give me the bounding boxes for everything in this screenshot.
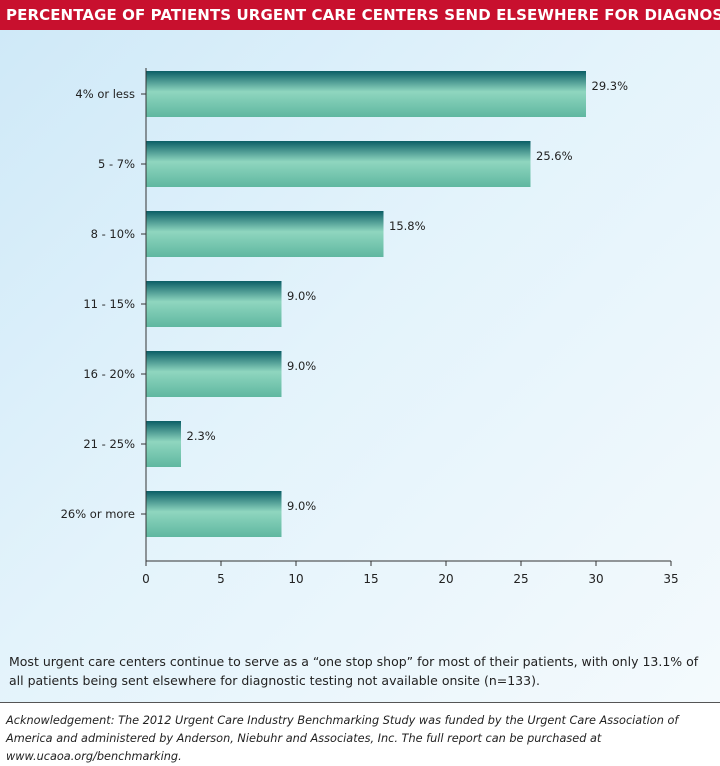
bar: [146, 281, 282, 327]
data-label: 25.6%: [536, 149, 573, 163]
acknowledgement: Acknowledgement: The 2012 Urgent Care In…: [0, 702, 720, 763]
chart-panel: 0 5 10 15 20 25 30 35 4% or less 29.3% 5 - 7% 25.6%…: [0, 30, 720, 702]
bar: [146, 491, 282, 537]
data-label: 9.0%: [287, 359, 316, 373]
bar: [146, 351, 282, 397]
bar: [146, 421, 181, 467]
category-label: 26% or more: [61, 507, 135, 521]
category-label: 16 - 20%: [83, 367, 135, 381]
x-tick-label: 30: [588, 572, 603, 586]
bar: [146, 71, 586, 117]
category-label: 11 - 15%: [83, 297, 135, 311]
data-label: 9.0%: [287, 289, 316, 303]
data-label: 29.3%: [592, 79, 629, 93]
chart-title: PERCENTAGE OF PATIENTS URGENT CARE CENTE…: [0, 0, 720, 30]
data-label: 9.0%: [287, 499, 316, 513]
category-label: 5 - 7%: [98, 157, 135, 171]
data-label: 2.3%: [187, 429, 216, 443]
x-tick-label: 5: [217, 572, 225, 586]
chart-caption: Most urgent care centers continue to ser…: [9, 654, 699, 688]
category-label: 21 - 25%: [83, 437, 135, 451]
x-tick-label: 25: [513, 572, 528, 586]
bar-chart: 0 5 10 15 20 25 30 35 4% or less 29.3% 5 - 7% 25.6%…: [61, 68, 679, 586]
x-tick-label: 10: [288, 572, 303, 586]
data-label: 15.8%: [389, 219, 426, 233]
category-label: 4% or less: [75, 87, 135, 101]
x-tick-label: 0: [142, 572, 150, 586]
x-tick-label: 35: [663, 572, 678, 586]
category-label: 8 - 10%: [91, 227, 135, 241]
bar: [146, 141, 531, 187]
x-tick-label: 15: [363, 572, 378, 586]
bar: [146, 211, 384, 257]
x-tick-label: 20: [438, 572, 453, 586]
